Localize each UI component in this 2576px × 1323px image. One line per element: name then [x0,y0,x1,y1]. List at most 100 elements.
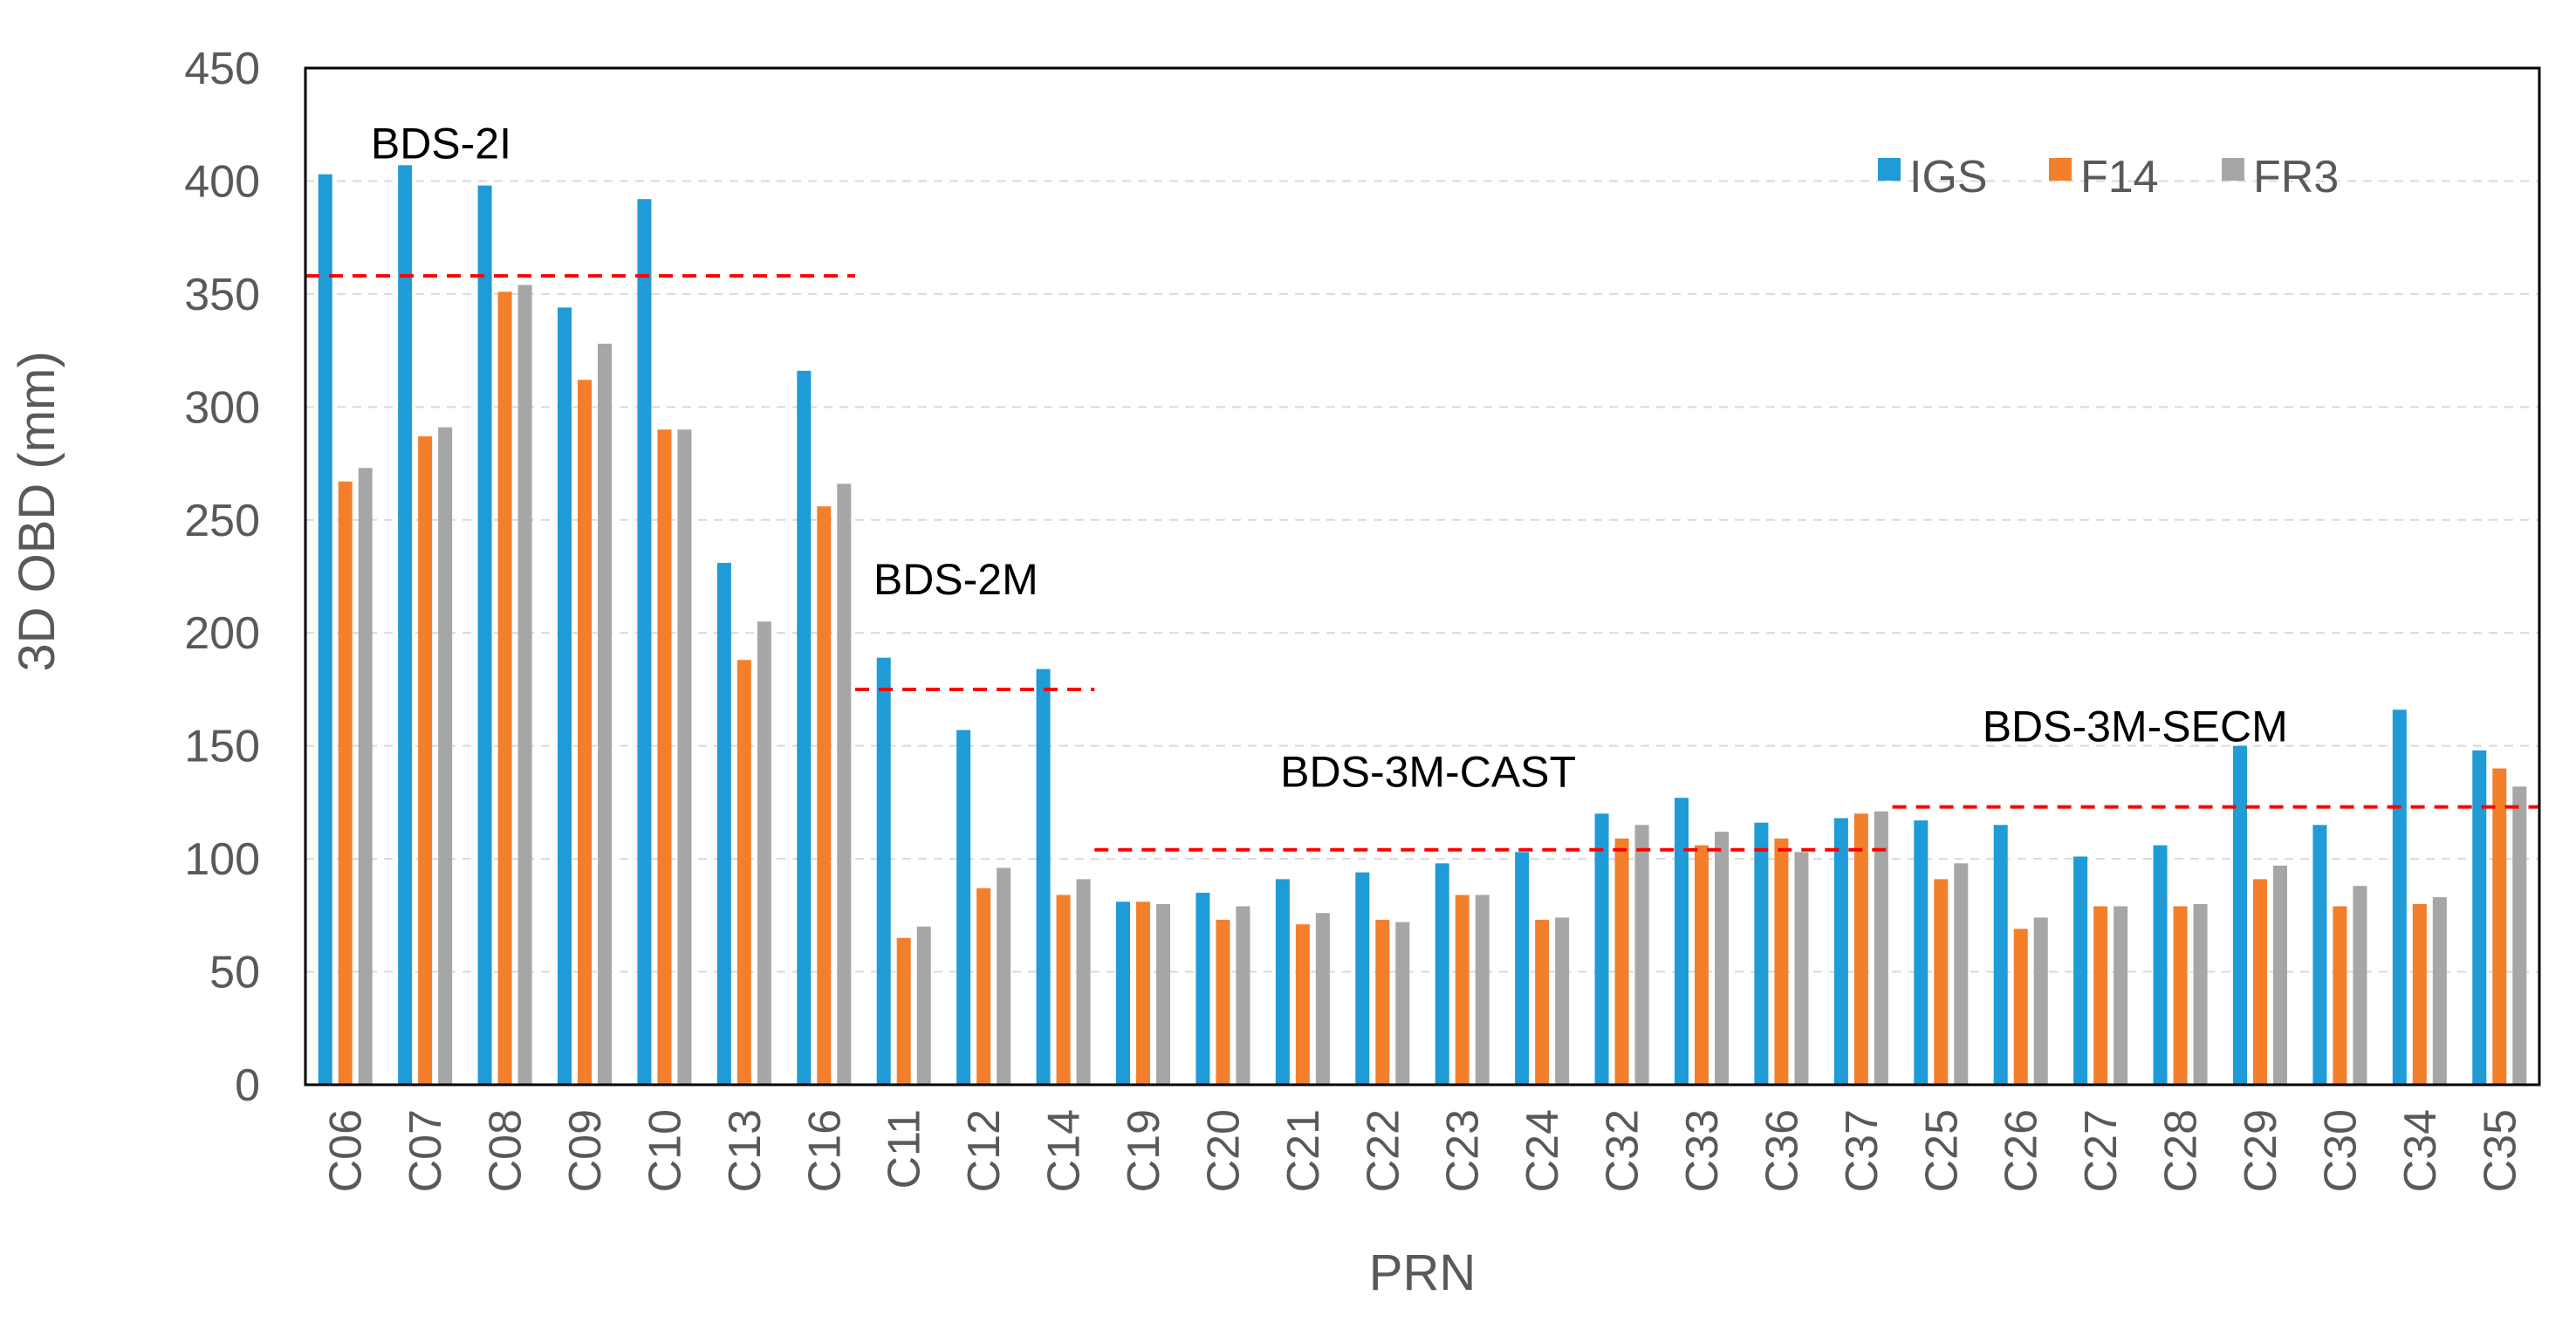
bar-f14-c14 [1056,895,1071,1085]
legend-label: F14 [2080,152,2159,202]
bar-igs-c34 [2392,709,2407,1085]
x-tick-label: C25 [1916,1109,1967,1192]
x-tick-label: C11 [880,1109,930,1189]
y-tick-label: 400 [184,156,260,207]
bar-fr3-c22 [1395,922,1410,1085]
group-mean-lines [305,274,2539,852]
bar-f14-c11 [896,937,911,1085]
bar-igs-c14 [1036,668,1051,1085]
bar-f14-c36 [1774,838,1789,1085]
bar-fr3-c13 [757,621,771,1085]
bar-fr3-c26 [2033,917,2048,1085]
x-tick-label: C30 [2315,1109,2366,1192]
bar-igs-c25 [1914,820,1929,1085]
y-tick-label: 150 [184,722,260,772]
bar-f14-c23 [1455,895,1470,1085]
y-tick-label: 250 [184,496,260,546]
x-tick-label: C28 [2156,1109,2207,1192]
plot-frame [304,66,2541,1087]
x-tick-label: C16 [799,1109,850,1192]
bar-f14-c37 [1853,813,1868,1085]
bar-fr3-c19 [1156,903,1170,1085]
x-tick-label: C34 [2395,1109,2446,1192]
bar-igs-c26 [1993,825,2008,1085]
group-label: BDS-3M-CAST [1280,747,1576,796]
bar-fr3-c14 [1076,879,1091,1085]
bar-fr3-c34 [2432,897,2447,1085]
x-tick-label: C26 [1997,1109,2047,1192]
y-tick-label: 0 [235,1060,260,1111]
bar-igs-c37 [1833,818,1848,1085]
x-tick-label: C24 [1518,1109,1568,1192]
legend: IGS F14 FR3 [1878,152,2339,202]
y-tick-label: 50 [209,948,260,998]
bar-f14-c24 [1535,920,1550,1085]
bar-fr3-c08 [517,284,532,1085]
bar-fr3-c24 [1555,917,1570,1085]
x-axis-label: PRN [1369,1244,1476,1301]
bar-fr3-c28 [2193,903,2208,1085]
bar-fr3-c36 [1794,852,1809,1085]
bar-f14-c16 [817,506,832,1085]
bar-igs-c21 [1275,879,1290,1085]
x-tick-label: C10 [640,1109,690,1192]
x-axis-ticks: C06 C07 C08 C09 C10 C13 C16 C11 C12 C14 C19 C20 C21 C… [321,1109,2526,1192]
x-tick-label: C20 [1198,1109,1249,1192]
bar-fr3-c32 [1634,825,1649,1085]
bar-fr3-c11 [916,926,931,1085]
bar-f14-c33 [1695,845,1709,1085]
y-axis-label: 3D OBD (mm) [9,351,65,671]
group-labels: BDS-2I BDS-2M BDS-3M-CAST BDS-3M-SECM [371,120,2288,797]
x-tick-label: C21 [1278,1109,1329,1192]
bar-igs-c10 [637,199,652,1086]
y-tick-label: 450 [184,44,260,94]
bar-fr3-c16 [837,483,852,1085]
bar-fr3-c06 [358,468,373,1085]
bar-f14-c25 [1934,879,1949,1085]
bar-igs-c30 [2312,825,2327,1085]
bar-fr3-c23 [1475,895,1490,1085]
group-label: BDS-2I [371,120,511,168]
bar-fr3-c29 [2273,865,2287,1085]
y-tick-label: 200 [184,608,260,659]
x-tick-label: C33 [1677,1109,1728,1192]
bar-fr3-c27 [2114,906,2128,1085]
bar-igs-c09 [558,307,572,1085]
x-tick-label: C27 [2076,1109,2127,1192]
bar-igs-c33 [1675,798,1689,1085]
y-tick-label: 300 [184,382,260,433]
x-tick-label: C08 [481,1109,531,1192]
legend-swatch-f14 [2049,158,2072,181]
legend-swatch-fr3 [2222,158,2244,181]
y-axis-ticks: 0 50 100 150 200 250 300 350 400 450 [184,44,260,1111]
x-tick-label: C37 [1837,1109,1887,1192]
bar-igs-c19 [1116,901,1130,1085]
bar-fr3-c30 [2353,886,2367,1085]
x-tick-label: C13 [720,1109,771,1192]
bar-igs-c16 [797,370,812,1085]
y-tick-label: 350 [184,270,260,320]
bar-f14-c29 [2253,879,2267,1085]
bar-fr3-c37 [1874,811,1888,1085]
bar-igs-c22 [1355,872,1370,1085]
x-tick-label: C12 [959,1109,1010,1192]
bar-f14-c27 [2093,906,2108,1085]
y-tick-label: 100 [184,834,260,885]
bar-igs-c29 [2233,745,2247,1085]
bar-igs-c32 [1594,813,1609,1085]
bar-f14-c26 [2013,929,2028,1085]
x-tick-label: C14 [1039,1109,1090,1192]
x-tick-label: C36 [1757,1109,1807,1192]
bar-igs-c07 [398,165,413,1085]
bar-f14-c20 [1216,920,1230,1085]
bar-f14-c32 [1614,838,1629,1085]
x-tick-label: C09 [560,1109,611,1192]
bar-fr3-c20 [1236,906,1250,1085]
x-tick-label: C32 [1598,1109,1648,1192]
bar-fr3-c09 [598,343,612,1085]
bar-igs-c11 [876,657,891,1085]
x-tick-label: C07 [401,1109,451,1192]
x-tick-label: C06 [321,1109,372,1192]
bar-f14-c07 [418,435,433,1085]
